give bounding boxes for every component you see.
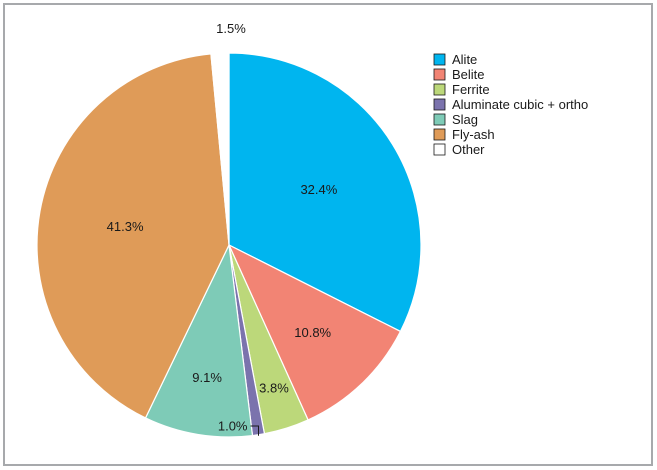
slice-label-aluminate-cubic-ortho: 1.0%	[218, 419, 248, 434]
legend-swatch-other	[433, 143, 446, 156]
pie-slice-other	[210, 52, 230, 246]
legend-label-belite: Belite	[452, 67, 485, 82]
pie-slice-belite	[227, 243, 402, 421]
legend-swatch-ferrite	[433, 83, 446, 96]
slice-label-belite: 10.8%	[294, 325, 331, 340]
slice-label-ferrite: 3.8%	[259, 380, 289, 395]
legend-label-fly-ash: Fly-ash	[452, 127, 495, 142]
pie-slices	[36, 52, 422, 438]
legend-swatch-fly-ash	[433, 128, 446, 141]
leader-line-aluminate-cubic-ortho	[250, 425, 259, 436]
slice-label-fly-ash: 41.3%	[107, 219, 144, 234]
slice-labels: 32.4% 10.8% 3.8% 1.0% 9.1% 41.3% 1.5%	[107, 21, 338, 436]
legend-label-ferrite: Ferrite	[452, 82, 490, 97]
legend-swatch-aluminate-cubic-ortho	[433, 98, 446, 111]
legend-label-aluminate-cubic-ortho: Aluminate cubic + ortho	[452, 97, 588, 112]
slice-label-alite: 32.4%	[300, 182, 337, 197]
legend-swatch-slag	[433, 113, 446, 126]
legend-label-alite: Alite	[452, 52, 477, 67]
legend-swatch-alite	[433, 53, 446, 66]
pie-slice-slag	[144, 242, 254, 438]
slice-label-other: 1.5%	[216, 21, 246, 36]
legend-label-other: Other	[452, 142, 485, 157]
slice-label-slag: 9.1%	[192, 370, 222, 385]
pie-slice-fly-ash	[36, 53, 230, 419]
legend-swatch-belite	[433, 68, 446, 81]
legend-label-slag: Slag	[452, 112, 478, 127]
pie-slice-alite	[228, 52, 422, 333]
